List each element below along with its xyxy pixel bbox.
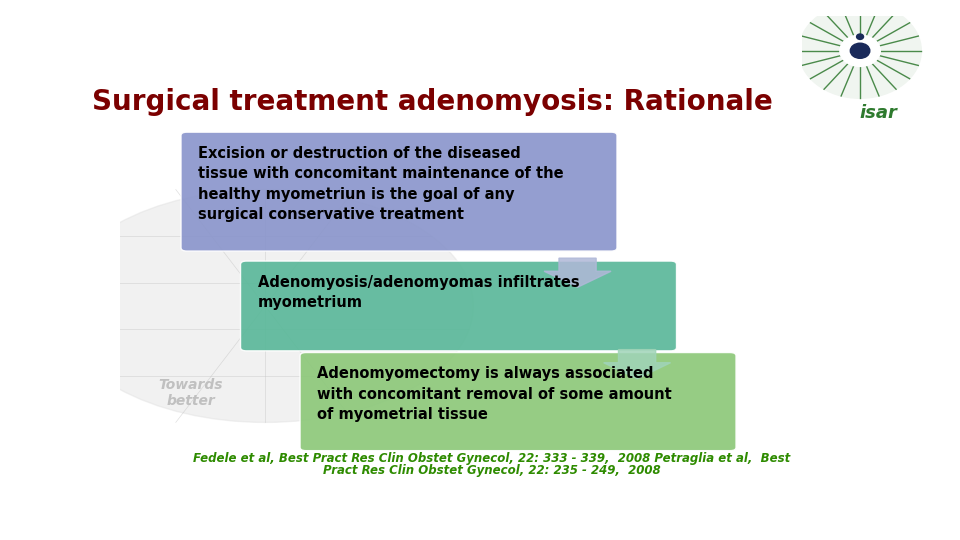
Text: Fedele et al, Best Pract Res Clin Obstet Gynecol, 22: 333 - 339,  2008 Petraglia: Fedele et al, Best Pract Res Clin Obstet… bbox=[193, 452, 791, 465]
FancyBboxPatch shape bbox=[241, 261, 677, 351]
Circle shape bbox=[851, 43, 870, 58]
Circle shape bbox=[840, 35, 880, 66]
Text: Surgical treatment adenomyosis: Rationale: Surgical treatment adenomyosis: Rational… bbox=[92, 88, 773, 116]
Circle shape bbox=[799, 3, 922, 98]
Circle shape bbox=[856, 34, 864, 39]
FancyBboxPatch shape bbox=[181, 132, 617, 251]
Text: isar: isar bbox=[859, 104, 897, 123]
Text: Towards
better: Towards better bbox=[158, 378, 223, 408]
Text: Pract Res Clin Obstet Gynecol, 22: 235 - 249,  2008: Pract Res Clin Obstet Gynecol, 22: 235 -… bbox=[324, 464, 660, 477]
Text: Excision or destruction of the diseased
tissue with concomitant maintenance of t: Excision or destruction of the diseased … bbox=[198, 146, 564, 222]
Text: Adenomyosis/adenomyomas infiltrates
myometrium: Adenomyosis/adenomyomas infiltrates myom… bbox=[257, 275, 579, 310]
Polygon shape bbox=[544, 258, 611, 287]
Polygon shape bbox=[604, 349, 670, 379]
FancyBboxPatch shape bbox=[300, 353, 736, 451]
Circle shape bbox=[57, 190, 473, 422]
Text: Adenomyomectomy is always associated
with concomitant removal of some amount
of : Adenomyomectomy is always associated wit… bbox=[317, 366, 672, 422]
